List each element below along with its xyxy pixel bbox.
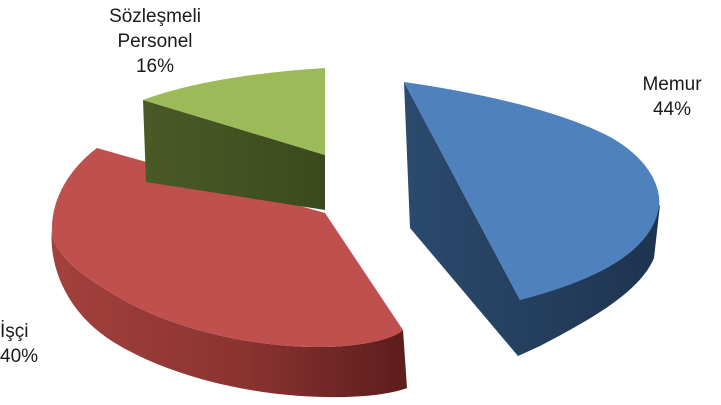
slice-sozlesmeli-top — [143, 68, 325, 155]
label-memur-line1: Memur — [642, 74, 702, 95]
slice-isci-side — [51, 228, 407, 398]
slice-memur — [404, 82, 660, 356]
slice-sozlesmeli — [143, 68, 325, 210]
slice-isci-top — [52, 148, 403, 348]
label-memur-percent: 44% — [652, 99, 692, 120]
label-isci: İşçi 40% — [0, 319, 62, 369]
label-isci-percent: 40% — [0, 346, 39, 367]
label-isci-line1: İşçi — [0, 321, 29, 342]
slice-memur-side — [404, 82, 660, 356]
slice-sozlesmeli-side — [143, 100, 325, 210]
label-sozlesmeli-line2: Personel — [117, 31, 193, 52]
label-memur: Memur 44% — [624, 72, 720, 122]
label-sozlesmeli-percent: 16% — [135, 56, 175, 77]
slice-memur-top — [404, 82, 660, 300]
label-sozlesmeli-line1: Sözleşmeli — [109, 6, 201, 27]
slice-isci — [51, 148, 407, 398]
label-sozlesmeli-personel: Sözleşmeli Personel 16% — [88, 4, 222, 79]
